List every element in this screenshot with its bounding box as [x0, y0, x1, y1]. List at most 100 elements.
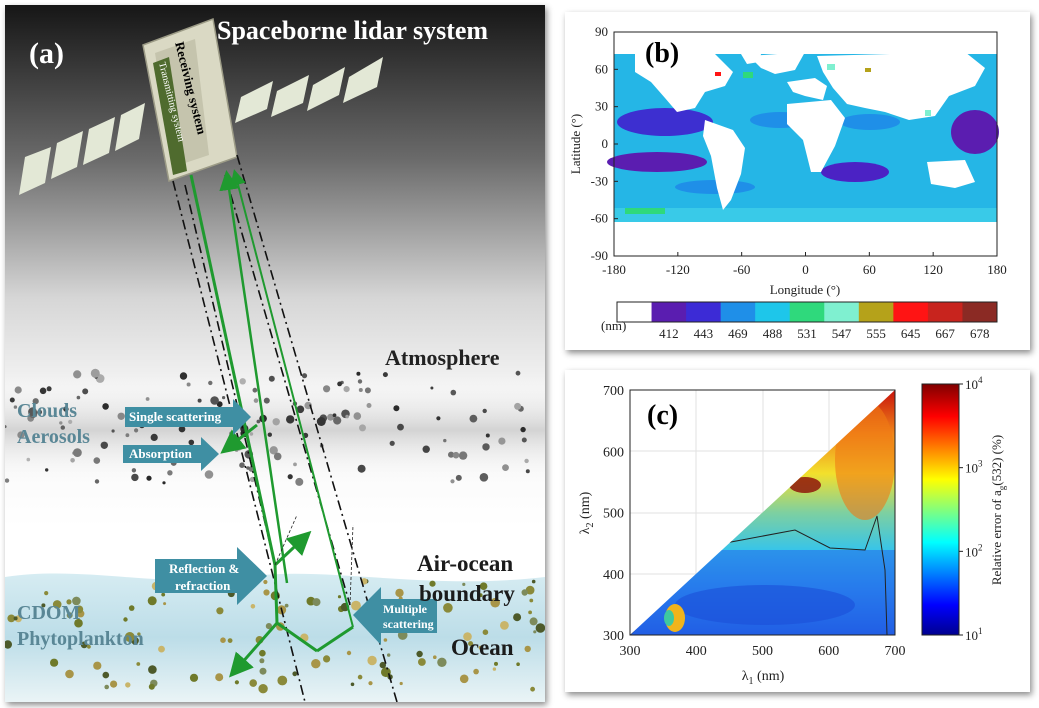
aerosol-particle — [358, 388, 363, 392]
panel-c-tag: (c) — [647, 400, 678, 431]
ocean-particle — [529, 598, 534, 603]
ocean-particle — [137, 632, 141, 636]
ocean-particle — [65, 669, 74, 679]
aerosol-particle — [450, 389, 457, 396]
aerosol-particle — [458, 451, 468, 460]
panel-c-colorbar-title: Relative error of ag(532) (%) — [989, 435, 1007, 585]
x-tick-label: 600 — [818, 644, 839, 659]
aerosol-particle — [249, 432, 254, 436]
colorbar-label: 645 — [901, 326, 921, 341]
aerosol-particle — [256, 419, 261, 424]
aerosol-particle — [134, 428, 139, 433]
aerosol-particle — [70, 458, 75, 463]
aerosol-particle — [293, 462, 297, 467]
panel-c-yticks: 700 600 500 400 300 — [603, 384, 624, 644]
ocean-particle — [227, 638, 233, 643]
x-tick-label: -120 — [666, 262, 690, 277]
aerosol-particle — [117, 412, 125, 420]
colorbar-swatch — [858, 302, 894, 322]
colorbar-swatch — [893, 302, 929, 322]
panel-b-yticks: 90 60 30 0 -30 -60 -90 — [591, 24, 618, 263]
ocean-particle — [528, 610, 532, 615]
aerosol-particle — [448, 451, 455, 458]
single-scattering-label: Single scattering — [129, 409, 222, 424]
aerosol-particle — [102, 403, 109, 410]
aerosol-particle — [93, 457, 101, 464]
aerosol-particle — [82, 388, 89, 395]
panel-a-tag: (a) — [29, 37, 64, 70]
y-tick-label: -90 — [591, 248, 608, 263]
y-tick-label: -60 — [591, 211, 608, 226]
arrow-reflection — [155, 547, 267, 605]
ocean-particle — [479, 582, 488, 590]
aerosol-particle — [295, 477, 304, 486]
ocean-particle — [524, 645, 531, 653]
aerosol-particle — [296, 405, 305, 414]
ocean-particle — [284, 603, 289, 608]
ocean-particle — [258, 684, 268, 694]
ocean-particle — [494, 661, 498, 666]
ocean-particle — [482, 629, 489, 635]
aerosol-particle — [5, 478, 10, 483]
colorbar-swatch — [686, 302, 722, 322]
aerosol-particle — [430, 386, 434, 390]
colorbar-swatch — [651, 302, 687, 322]
x-tick-label: 180 — [987, 262, 1007, 277]
ocean-particle — [429, 580, 436, 587]
multiple-scattering-label-1: Multiple — [383, 602, 428, 616]
aerosol-particle — [167, 470, 173, 476]
colorbar-label: 469 — [728, 326, 748, 341]
aerosol-particle — [162, 481, 166, 485]
aerosol-particle — [125, 433, 130, 438]
panel-b-ylabel: Latitude (°) — [568, 114, 583, 174]
aerosol-particle — [272, 418, 280, 426]
colorbar-swatch — [962, 302, 998, 322]
ocean-particle — [521, 589, 528, 596]
x-tick-label: 0 — [802, 262, 809, 277]
aerosol-particle — [443, 438, 447, 443]
aerosol-particle — [146, 475, 152, 481]
aerosol-particle — [100, 441, 109, 449]
aerosol-particle — [73, 448, 82, 457]
ocean-particle — [216, 607, 224, 615]
ocean-particle — [462, 582, 466, 587]
aerosol-particle — [197, 398, 202, 403]
panel-c-ylabel: λ2 (nm) — [578, 491, 596, 534]
ocean-particle — [124, 632, 135, 642]
aerosol-particle — [524, 458, 529, 464]
ocean-particle — [492, 667, 497, 671]
colorbar-label: 678 — [970, 326, 990, 341]
x-tick-label: 500 — [752, 644, 773, 659]
aerosol-particle — [68, 419, 73, 424]
ocean-particle — [437, 657, 447, 667]
aerosol-particle — [323, 385, 331, 393]
y-tick-label: 600 — [603, 445, 624, 460]
ocean-particle — [102, 671, 110, 679]
ocean-particle — [87, 644, 91, 649]
aerosol-particle — [359, 424, 366, 432]
ocean-particle — [7, 614, 16, 623]
ocean-particle — [433, 655, 437, 659]
ocean-particle — [357, 674, 363, 680]
aerosol-particle — [39, 387, 47, 395]
panel-b-colorbar: 412 443 469 488 531 547 555 645 667 678 — [616, 301, 998, 341]
colorbar-tick-label: 104 — [965, 375, 983, 392]
ocean-particle — [513, 613, 522, 622]
aerosol-particle — [502, 464, 509, 471]
ocean-particle — [128, 605, 135, 611]
aerosol-particle — [356, 371, 361, 376]
colorbar-unit: (nm) — [601, 318, 626, 333]
ocean-particle — [525, 585, 535, 595]
ocean-particle — [147, 596, 157, 606]
ocean-particle — [463, 632, 472, 641]
reflection-label-2: refraction — [175, 578, 231, 593]
x-tick-label: 300 — [620, 644, 641, 659]
ocean-particle — [75, 605, 84, 614]
ocean-particle — [399, 681, 403, 686]
solar-panel-left — [19, 103, 145, 195]
y-tick-label: 90 — [595, 24, 608, 39]
aerosol-particle — [273, 452, 282, 461]
ocean-particles — [5, 578, 545, 694]
ocean-particle — [516, 662, 520, 666]
x-tick-label: 60 — [863, 262, 876, 277]
